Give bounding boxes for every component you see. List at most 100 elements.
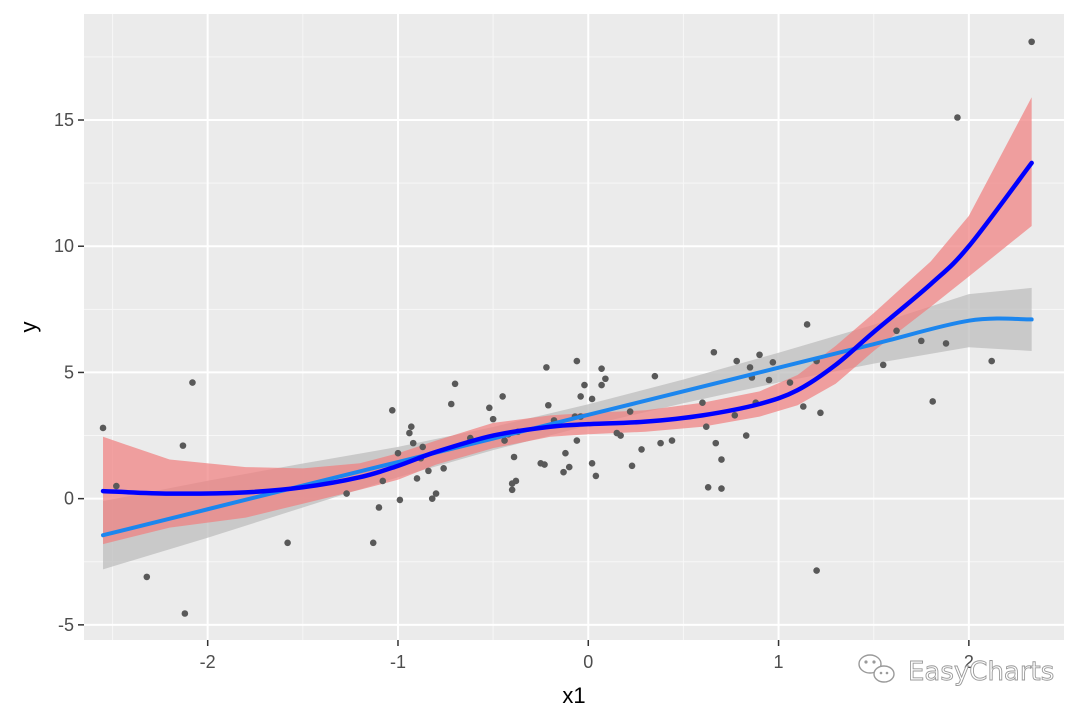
data-point [379,477,387,485]
data-point [581,381,588,389]
data-point [954,114,961,121]
data-point [541,461,548,468]
y-tick-label: 0 [64,489,74,509]
data-point [988,357,995,365]
data-point [499,393,506,400]
data-point [704,483,712,491]
data-point [406,429,413,437]
data-point [408,423,415,431]
linear-fit-line [101,316,1034,538]
data-point [545,401,552,409]
data-point [718,456,725,463]
data-point [543,364,550,371]
data-point [577,393,584,400]
x-tick-label: -2 [200,652,216,672]
data-point [428,495,436,502]
y-tick-label: -5 [58,615,74,635]
data-point [451,380,459,388]
data-point [800,403,807,410]
data-point [588,395,596,403]
data-point [598,365,605,372]
data-point [668,437,676,444]
data-point [486,404,493,412]
data-point [786,379,794,386]
x-tick-label: -1 [390,652,406,672]
y-tick-label: 10 [54,236,74,256]
watermark-text: EasyCharts [908,657,1054,687]
data-point [447,400,455,408]
data-point [143,573,151,581]
data-point [562,449,569,457]
data-point [573,437,581,444]
data-point [113,482,120,490]
data-point [375,504,383,511]
data-point [284,539,291,547]
data-point [813,567,820,574]
data-point [712,439,720,447]
data-point [879,361,887,369]
y-axis: -5 0 5 10 15 [54,110,84,635]
poly-fit-line [100,160,1034,496]
data-point [626,408,634,415]
scatter-points [99,38,1035,617]
x-tick-label: 1 [774,652,784,672]
data-point [699,399,706,407]
data-point [588,460,596,467]
data-point [733,357,740,365]
data-point [489,415,497,423]
data-point [565,463,573,471]
data-point [817,409,824,417]
data-point [99,424,107,432]
poly-fit-path [100,160,1034,496]
data-point [189,379,196,386]
data-point [369,539,377,547]
y-axis-title: y [16,322,41,333]
linear-fit-path [101,316,1034,538]
data-point [702,423,710,431]
data-point [756,351,763,359]
data-point [425,467,432,475]
x-axis: -2 -1 0 1 2 [200,640,974,672]
x-tick-label: 2 [964,652,974,672]
data-point [942,340,950,347]
x-axis-title: x1 [562,683,585,708]
data-point [803,321,811,328]
data-point [388,406,396,414]
data-point [343,490,350,497]
data-point [929,398,936,405]
data-point [181,610,189,617]
data-point [394,449,402,457]
data-point [510,453,518,461]
data-point [893,327,900,335]
data-point [560,468,567,476]
data-point [501,437,508,444]
data-point [917,337,925,345]
data-point [710,348,718,356]
data-point [419,443,427,451]
data-point [746,364,754,371]
wechat-icon [858,654,895,683]
data-point [508,486,516,494]
data-point [638,446,645,453]
grid-minor [84,14,1064,640]
data-point [409,439,417,447]
data-point [1028,38,1035,46]
data-point [617,432,624,439]
data-point [512,477,520,485]
watermark: EasyCharts [858,654,1055,687]
data-point [731,412,739,419]
data-point [179,442,187,449]
x-tick-label: 0 [583,652,593,672]
data-point [718,485,725,492]
data-point [592,472,600,480]
data-point [573,357,581,365]
data-point [765,376,773,384]
data-point [657,439,664,447]
y-tick-label: 15 [54,110,74,130]
data-point [651,372,659,380]
poly-fit-band [103,97,1032,545]
y-tick-label: 5 [64,362,74,382]
data-point [602,375,609,383]
data-point [440,465,447,472]
data-point [413,475,421,482]
